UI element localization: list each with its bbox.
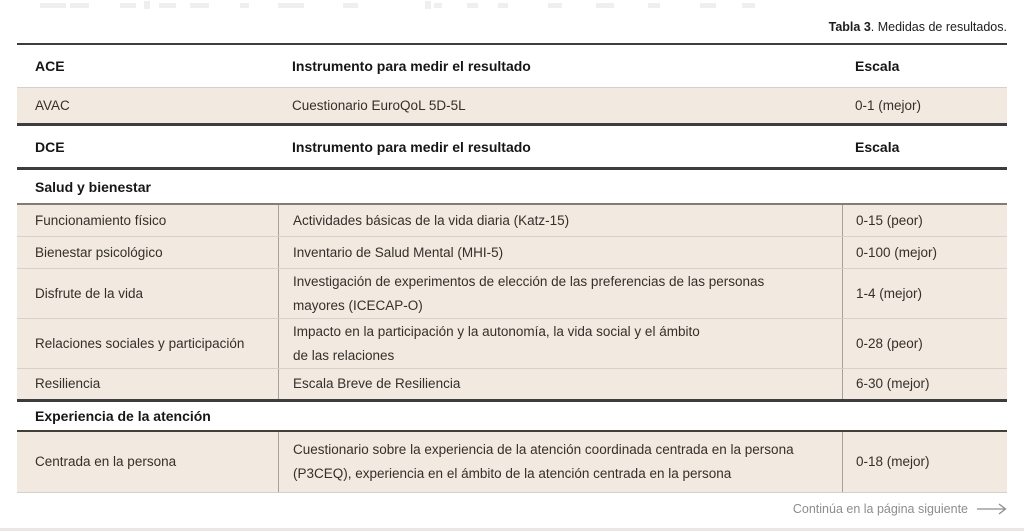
artifact-fragment (144, 1, 150, 9)
results-table: ACE Instrumento para medir el resultado … (17, 43, 1007, 493)
artifact-fragment (425, 1, 431, 9)
cropped-text-artifacts (0, 0, 1024, 12)
divider (17, 268, 1007, 269)
header-cell-scale: Escala (855, 138, 900, 155)
cell-outcome: Bienestar psicológico (35, 244, 163, 260)
table-row: Bienestar psicológico Inventario de Salu… (17, 237, 1007, 268)
table-row: Resiliencia Escala Breve de Resiliencia … (17, 369, 1007, 399)
divider (17, 368, 1007, 369)
divider (17, 87, 1007, 88)
cell-scale: 0-28 (peor) (842, 319, 1007, 368)
table-row-avac: AVAC Cuestionario EuroQoL 5D-5L 0-1 (mej… (17, 88, 1007, 123)
section-header-experiencia: Experiencia de la atención (17, 402, 1007, 430)
artifact-fragment (648, 3, 660, 8)
cell-instrument: Impacto en la participación y la autonom… (278, 319, 842, 368)
cell-instrument: Inventario de Salud Mental (MHI-5) (278, 237, 842, 268)
cell-outcome: Disfrute de la vida (35, 285, 144, 301)
artifact-fragment (434, 3, 442, 8)
artifact-fragment (700, 3, 716, 8)
table-row: Funcionamiento físico Actividades básica… (17, 205, 1007, 236)
header-cell-ace: ACE (35, 58, 65, 74)
cell-outcome: Centrada en la persona (35, 454, 177, 469)
artifact-fragment (596, 3, 614, 8)
table-caption-text: . Medidas de resultados. (870, 20, 1007, 34)
cell-scale: 1-4 (mejor) (842, 269, 1007, 318)
artifact-fragment (240, 3, 249, 8)
table-row: Relaciones sociales y participación Impa… (17, 319, 1007, 368)
artifact-fragment (120, 3, 136, 8)
table-caption: Tabla 3. Medidas de resultados. (829, 20, 1007, 34)
artifact-fragment (742, 3, 755, 8)
page-edge-band (0, 528, 1024, 531)
divider (17, 167, 1007, 170)
header-cell-scale: Escala (855, 58, 900, 74)
table-caption-number: Tabla 3 (828, 20, 871, 34)
table-row: Centrada en la persona Cuestionario sobr… (17, 432, 1007, 492)
artifact-fragment (548, 3, 562, 8)
cell-instrument: Cuestionario EuroQoL 5D-5L (292, 97, 466, 113)
header-cell-dce: DCE (35, 138, 65, 155)
section-title: Salud y bienestar (35, 178, 151, 195)
section-header-salud: Salud y bienestar (17, 170, 1007, 203)
cell-scale: 6-30 (mejor) (842, 369, 1007, 399)
artifact-fragment (467, 3, 478, 8)
artifact-fragment (40, 3, 66, 8)
divider (17, 492, 1007, 493)
artifact-fragment (190, 3, 209, 8)
cell-instrument: Cuestionario sobre la experiencia de la … (278, 432, 842, 492)
artifact-fragment (498, 3, 508, 8)
artifact-fragment (70, 3, 89, 8)
cell-instrument: Investigación de experimentos de elecció… (278, 269, 842, 318)
divider (17, 43, 1007, 45)
arrow-right-icon (977, 503, 1007, 515)
artifact-fragment (343, 3, 358, 8)
cell-outcome: Relaciones sociales y participación (35, 335, 245, 351)
cell-instrument: Escala Breve de Resiliencia (278, 369, 842, 399)
cell-scale: 0-1 (mejor) (855, 97, 922, 113)
cell-outcome: Resiliencia (35, 376, 101, 391)
artifact-fragment (159, 3, 176, 8)
divider (17, 203, 1007, 205)
header-row-dce: DCE Instrumento para medir el resultado … (17, 126, 1007, 167)
section-title: Experiencia de la atención (35, 408, 211, 424)
header-cell-instrument: Instrumento para medir el resultado (292, 138, 531, 155)
divider (17, 399, 1007, 402)
header-row-ace: ACE Instrumento para medir el resultado … (17, 45, 1007, 87)
divider (17, 236, 1007, 237)
cell-scale: 0-100 (mejor) (842, 237, 1007, 268)
divider (17, 430, 1007, 432)
artifact-fragment (278, 3, 304, 8)
header-cell-instrument: Instrumento para medir el resultado (292, 58, 531, 74)
continuation-note: Continúa en la página siguiente (793, 502, 1007, 516)
cell-instrument: Actividades básicas de la vida diaria (K… (278, 205, 842, 236)
divider (17, 318, 1007, 319)
divider (17, 123, 1007, 126)
cell-outcome: Funcionamiento físico (35, 212, 167, 228)
cell-scale: 0-18 (mejor) (842, 432, 1007, 492)
table-row: Disfrute de la vida Investigación de exp… (17, 269, 1007, 318)
cell-outcome: AVAC (35, 97, 70, 113)
cell-scale: 0-15 (peor) (842, 205, 1007, 236)
continuation-text: Continúa en la página siguiente (792, 502, 968, 516)
